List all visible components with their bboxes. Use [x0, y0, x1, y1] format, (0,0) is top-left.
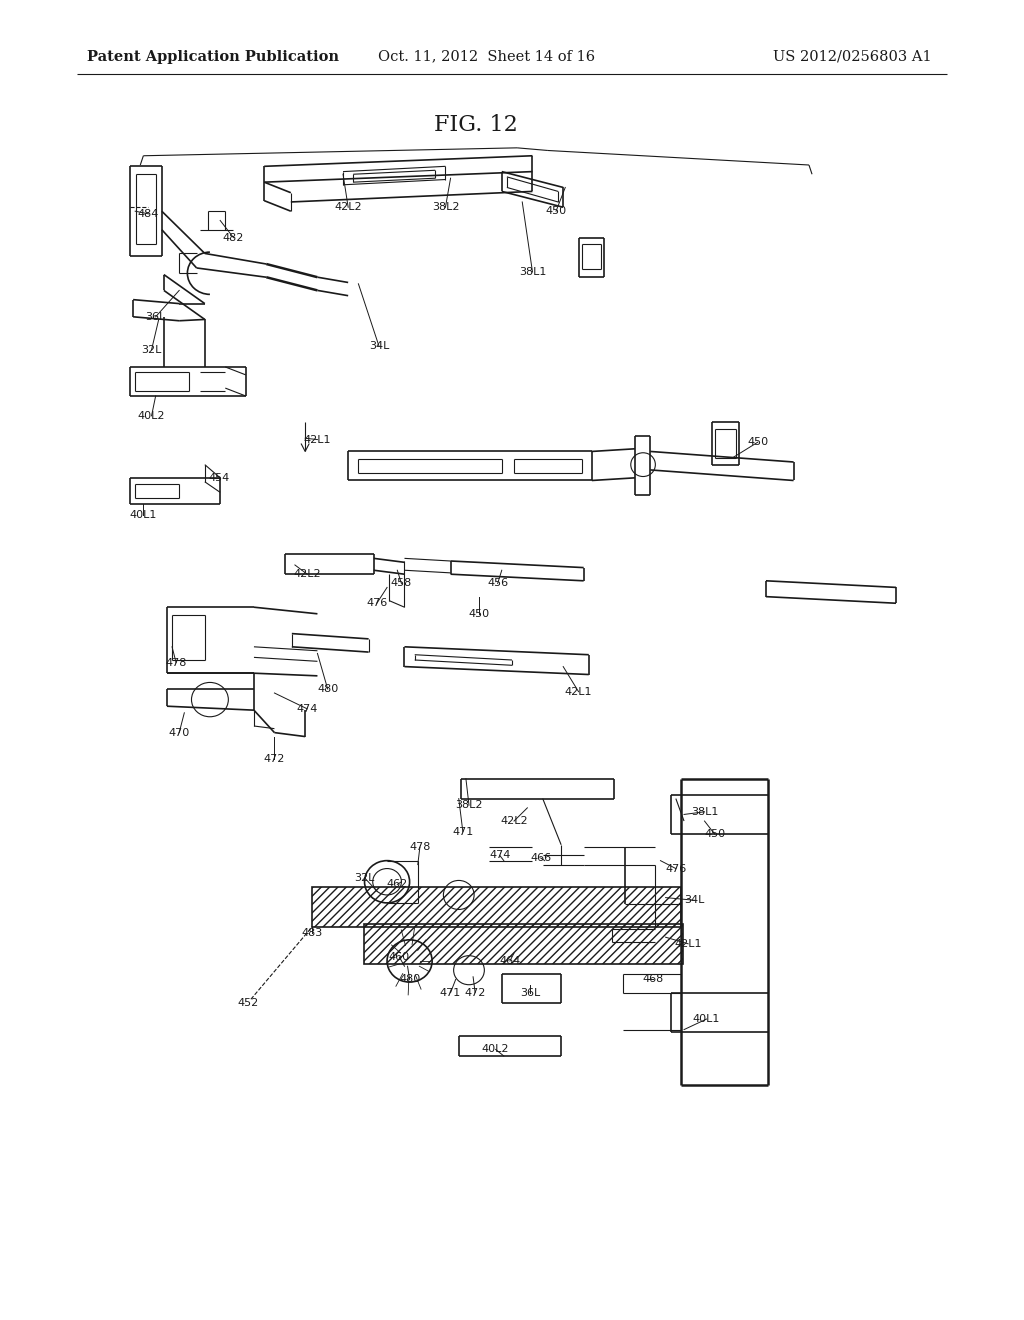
Text: 34L: 34L: [369, 341, 389, 351]
Text: 471: 471: [440, 987, 461, 998]
Text: 484: 484: [138, 209, 159, 219]
Text: 476: 476: [367, 598, 387, 609]
Text: 452: 452: [238, 998, 258, 1008]
Text: Oct. 11, 2012  Sheet 14 of 16: Oct. 11, 2012 Sheet 14 of 16: [378, 50, 595, 63]
Text: 42L2: 42L2: [335, 202, 361, 213]
Text: 456: 456: [487, 578, 508, 589]
Text: 480: 480: [317, 684, 338, 694]
Text: 466: 466: [530, 853, 551, 863]
Text: 458: 458: [391, 578, 412, 589]
Text: 450: 450: [546, 206, 566, 216]
Bar: [364, 924, 683, 964]
Text: 38L1: 38L1: [519, 267, 546, 277]
Text: US 2012/0256803 A1: US 2012/0256803 A1: [773, 50, 932, 63]
Text: FIG. 12: FIG. 12: [434, 115, 518, 136]
Text: 40L1: 40L1: [693, 1014, 720, 1024]
Text: 36L: 36L: [520, 987, 541, 998]
Bar: [312, 887, 681, 927]
Text: 474: 474: [297, 704, 317, 714]
Text: 32L: 32L: [141, 345, 162, 355]
Text: 38L2: 38L2: [432, 202, 459, 213]
Text: 42L1: 42L1: [304, 434, 331, 445]
Text: 478: 478: [166, 657, 186, 668]
Text: Patent Application Publication: Patent Application Publication: [87, 50, 339, 63]
Text: 471: 471: [453, 826, 473, 837]
Text: 450: 450: [469, 609, 489, 619]
Text: 40L2: 40L2: [138, 411, 165, 421]
Text: 32L: 32L: [354, 873, 375, 883]
Text: 472: 472: [465, 987, 485, 998]
Text: 42L2: 42L2: [294, 569, 321, 579]
Text: 450: 450: [748, 437, 768, 447]
Text: 42L1: 42L1: [675, 939, 701, 949]
Text: 34L: 34L: [684, 895, 705, 906]
Text: 462: 462: [387, 879, 408, 890]
Text: 474: 474: [489, 850, 510, 861]
Text: 42L1: 42L1: [565, 686, 592, 697]
Text: 483: 483: [302, 928, 323, 939]
Text: 42L2: 42L2: [501, 816, 527, 826]
Text: 472: 472: [264, 754, 285, 764]
Text: 476: 476: [666, 863, 686, 874]
Text: 460: 460: [389, 952, 410, 962]
Text: 482: 482: [223, 232, 244, 243]
Text: 454: 454: [209, 473, 229, 483]
Text: 38L2: 38L2: [456, 800, 482, 810]
Text: 478: 478: [410, 842, 430, 853]
Text: 468: 468: [643, 974, 664, 985]
Text: 36L: 36L: [145, 312, 166, 322]
Text: 480: 480: [399, 974, 420, 985]
Text: 40L1: 40L1: [130, 510, 157, 520]
Text: 450: 450: [705, 829, 725, 840]
Text: 464: 464: [500, 956, 520, 966]
Text: 38L1: 38L1: [691, 807, 718, 817]
Text: 470: 470: [169, 727, 189, 738]
Text: 40L2: 40L2: [482, 1044, 509, 1055]
